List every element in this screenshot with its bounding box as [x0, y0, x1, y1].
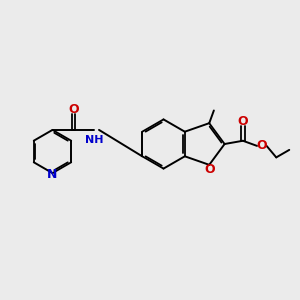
Text: N: N: [47, 167, 58, 181]
Text: NH: NH: [85, 135, 104, 145]
Text: O: O: [204, 163, 214, 176]
Text: O: O: [238, 115, 248, 128]
Text: O: O: [68, 103, 79, 116]
Text: O: O: [256, 139, 267, 152]
